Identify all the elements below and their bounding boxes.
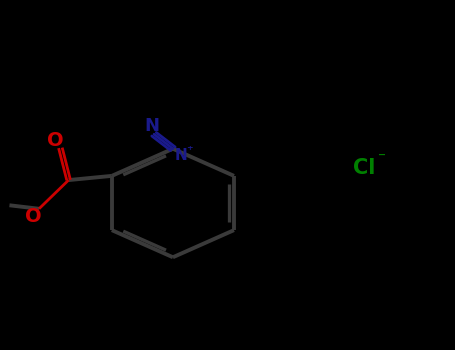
Text: N: N [175,148,187,163]
Text: O: O [25,207,42,226]
Text: Cl: Cl [353,158,375,178]
Text: N: N [144,117,159,134]
Text: O: O [46,131,63,150]
Text: ⁻: ⁻ [378,151,386,166]
Text: ⁺: ⁺ [186,144,192,157]
